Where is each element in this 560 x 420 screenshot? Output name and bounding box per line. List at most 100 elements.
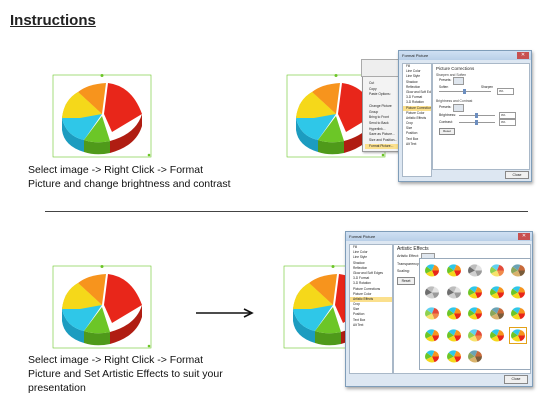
- nav-item[interactable]: Fill: [406, 64, 411, 68]
- nav-item[interactable]: 3-D Rotation: [406, 100, 424, 105]
- context-menu-item[interactable]: Send to Back: [369, 120, 389, 125]
- nav-item[interactable]: Glow and Soft Edges: [406, 89, 431, 94]
- nav-item[interactable]: Picture Corrections: [403, 105, 431, 111]
- reset-button[interactable]: Reset: [439, 128, 455, 135]
- effect-slice: [475, 270, 482, 277]
- close-icon[interactable]: ✕: [517, 52, 529, 59]
- brightness-presets-dropdown[interactable]: [453, 104, 464, 112]
- nav-item[interactable]: Line Style: [406, 74, 420, 79]
- nav-item[interactable]: Line Color: [353, 250, 368, 255]
- brightness-value[interactable]: 0%: [499, 112, 516, 119]
- contrast-label: Contrast:: [439, 120, 453, 124]
- artistic-effect-thumbnail[interactable]: [445, 284, 463, 301]
- nav-item[interactable]: Glow and Soft Edges: [353, 270, 383, 275]
- context-menu-item[interactable]: Change Picture: [369, 103, 392, 108]
- close-button[interactable]: Close: [504, 375, 528, 384]
- transparency-label: Transparency:: [397, 262, 420, 266]
- contrast-value[interactable]: 0%: [499, 119, 516, 126]
- effect-slice: [489, 288, 497, 295]
- artistic-effect-thumbnail[interactable]: [423, 262, 441, 279]
- nav-item[interactable]: Text Box: [406, 136, 419, 141]
- nav-item[interactable]: Reflection: [353, 265, 368, 270]
- artistic-effect-thumbnail[interactable]: [466, 262, 484, 279]
- effect-slice: [425, 270, 435, 277]
- format-picture-dialog-corrections: Format Picture ✕ Fill Line Color Line Styl…: [398, 50, 532, 182]
- artistic-effect-thumbnail[interactable]: [445, 327, 463, 344]
- nav-item[interactable]: 3-D Format: [353, 276, 370, 281]
- nav-item[interactable]: Shadow: [353, 260, 365, 265]
- nav-item[interactable]: Picture Color: [353, 291, 372, 296]
- nav-item[interactable]: Alt Text: [353, 322, 364, 327]
- context-menu-item[interactable]: Save as Picture...: [369, 132, 395, 137]
- effect-slice: [426, 329, 435, 335]
- reset-button[interactable]: Reset: [397, 277, 415, 285]
- caption-top-line-2: Picture and change brightness and contra…: [28, 178, 231, 190]
- effect-slice: [453, 292, 461, 298]
- sharpen-value[interactable]: 0%: [497, 88, 514, 95]
- nav-item[interactable]: Position: [353, 312, 365, 317]
- contrast-slider-knob[interactable]: [475, 120, 478, 125]
- artistic-effect-thumbnail[interactable]: [423, 327, 441, 344]
- context-menu-item[interactable]: Group: [369, 109, 379, 114]
- nav-item[interactable]: Crop: [353, 302, 360, 307]
- nav-item[interactable]: Picture Corrections: [353, 286, 381, 291]
- context-menu-item[interactable]: Cut: [369, 81, 375, 85]
- nav-item[interactable]: Crop: [406, 121, 413, 126]
- artistic-effect-thumbnail[interactable]: [488, 305, 506, 322]
- nav-item[interactable]: Picture Color: [406, 110, 425, 115]
- nav-item[interactable]: Alt Text: [406, 141, 417, 146]
- nav-item[interactable]: Text Box: [353, 317, 366, 322]
- pie-chart-image-bottom-left[interactable]: [52, 265, 152, 349]
- presets-dropdown[interactable]: [453, 77, 464, 85]
- nav-item[interactable]: Artistic Effects: [406, 115, 427, 120]
- context-menu-item[interactable]: Bring to Front: [369, 115, 389, 120]
- nav-item[interactable]: Reflection: [406, 84, 421, 89]
- artistic-effect-thumbnail[interactable]: [509, 262, 527, 279]
- effect-slice: [490, 335, 499, 341]
- artistic-effect-thumbnail[interactable]: [466, 305, 484, 322]
- artistic-effect-thumbnail[interactable]: [509, 284, 527, 301]
- artistic-effect-thumbnail[interactable]: [466, 327, 484, 344]
- effect-slice: [468, 292, 478, 298]
- context-menu-item[interactable]: Format Picture...: [365, 143, 405, 149]
- nav-item[interactable]: 3-D Format: [406, 95, 423, 100]
- effect-slice: [518, 264, 525, 271]
- nav-item[interactable]: 3-D Rotation: [353, 281, 371, 286]
- effect-slice: [448, 350, 456, 357]
- pie-chart-image-top-left[interactable]: [52, 74, 152, 158]
- nav-item[interactable]: Position: [406, 131, 418, 136]
- artistic-effect-thumbnail[interactable]: [488, 284, 506, 301]
- artistic-effect-thumbnail[interactable]: [423, 305, 441, 322]
- sharpen-slider-knob[interactable]: [463, 89, 466, 94]
- artistic-effect-thumbnail[interactable]: [488, 262, 506, 279]
- nav-item[interactable]: Shadow: [406, 79, 418, 84]
- context-menu-item[interactable]: Hyperlink...: [369, 126, 386, 131]
- brightness-slider-knob[interactable]: [475, 113, 478, 118]
- nav-item[interactable]: Size: [353, 307, 360, 312]
- nav-item[interactable]: Size: [406, 126, 413, 131]
- close-button[interactable]: Close: [505, 171, 529, 179]
- context-menu-item[interactable]: Size and Position...: [369, 138, 398, 142]
- nav-item[interactable]: Artistic Effects: [350, 296, 392, 303]
- artistic-effect-thumbnail[interactable]: [488, 327, 506, 344]
- effect-slice: [426, 264, 435, 271]
- effect-slice: [511, 313, 521, 320]
- artistic-effect-thumbnail[interactable]: [445, 348, 463, 365]
- context-menu-item[interactable]: Copy: [369, 86, 377, 91]
- effect-slice: [518, 292, 525, 298]
- artistic-effect-thumbnail[interactable]: [466, 348, 484, 365]
- artistic-effect-thumbnail[interactable]: [423, 284, 441, 301]
- nav-item[interactable]: Line Style: [353, 255, 367, 260]
- effect-slice: [425, 313, 435, 320]
- artistic-effect-thumbnail[interactable]: [466, 284, 484, 301]
- effect-slice: [425, 352, 432, 360]
- nav-item[interactable]: Line Color: [406, 69, 421, 74]
- artistic-effect-thumbnail[interactable]: [445, 305, 463, 322]
- context-menu-item[interactable]: Paste Options:: [369, 92, 391, 97]
- artistic-effect-thumbnail[interactable]: [445, 262, 463, 279]
- artistic-effect-thumbnail[interactable]: [509, 326, 527, 344]
- nav-item[interactable]: Fill: [353, 245, 358, 249]
- close-icon[interactable]: ✕: [518, 233, 530, 240]
- artistic-effect-thumbnail[interactable]: [509, 305, 527, 322]
- artistic-effect-thumbnail[interactable]: [423, 348, 441, 365]
